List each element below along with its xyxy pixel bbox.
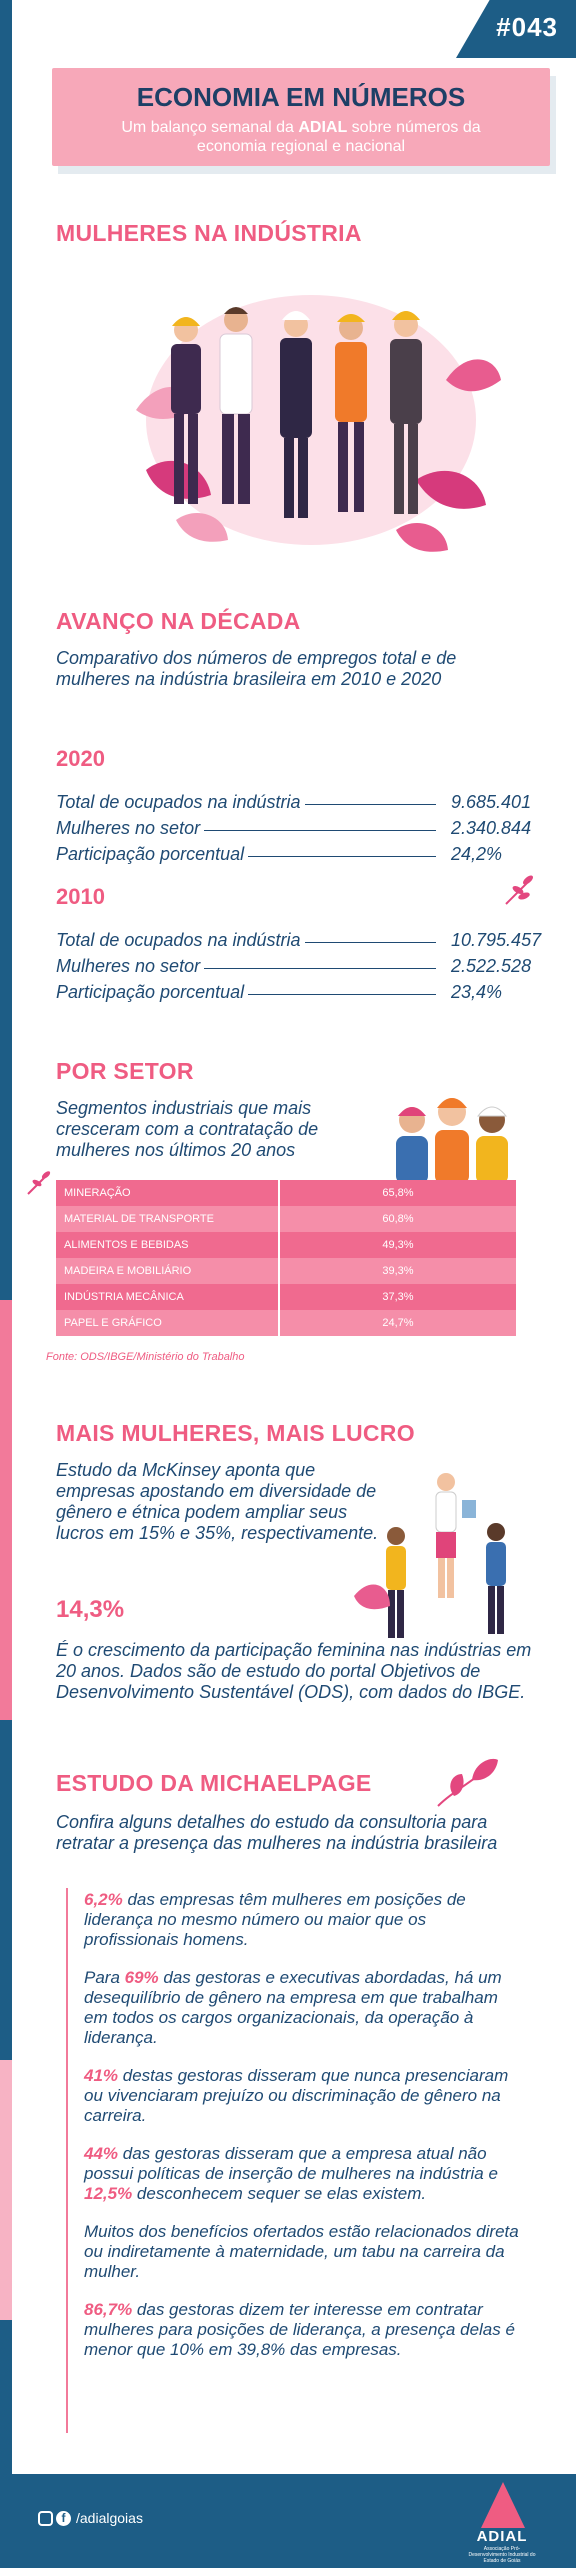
- stat-row: Mulheres no setor 2.340.844: [56, 818, 532, 839]
- adial-logo: ADIAL Associação Pró-Desenvolvimento Ind…: [467, 2482, 537, 2564]
- issue-number: #043: [496, 12, 558, 42]
- header-banner: ECONOMIA EM NÚMEROS Um balanço semanal d…: [52, 68, 550, 166]
- stat-row: Mulheres no setor 2.522.528: [56, 956, 532, 977]
- logo-mark: [481, 2482, 525, 2528]
- bullets-accent-line: [66, 1888, 68, 2433]
- left-accent-bar: [0, 0, 12, 2568]
- leaf-sprig-icon: [27, 1171, 51, 1195]
- stat-row: Participação porcentual 24,2%: [56, 844, 503, 865]
- table-row: PAPEL E GRÁFICO 24,7%: [56, 1310, 516, 1336]
- workers-group-illustration: [396, 1098, 508, 1184]
- sector-table: MINERAÇÃO 65,8% MATERIAL DE TRANSPORTE 60,…: [56, 1180, 516, 1336]
- logo-subtext: Associação Pró-Desenvolvimento Industria…: [468, 2546, 536, 2564]
- table-row: INDÚSTRIA MECÂNICA 37,3%: [56, 1284, 516, 1310]
- worker-5: [390, 311, 422, 514]
- table-row: ALIMENTOS E BEBIDAS 49,3%: [56, 1232, 516, 1258]
- hero-title: MULHERES NA INDÚSTRIA: [56, 220, 362, 246]
- list-item: 6,2% das empresas têm mulheres em posiçõ…: [84, 1890, 466, 1949]
- stat-highlight-text: É o crescimento da participação feminina…: [56, 1640, 532, 1702]
- study-title: ESTUDO DA MICHAELPAGE: [56, 1770, 372, 1796]
- decade-title: AVANÇO NA DÉCADA: [56, 608, 301, 634]
- table-source: Fonte: ODS/IBGE/Ministério do Trabalho: [46, 1351, 245, 1363]
- sector-title: POR SETOR: [56, 1058, 194, 1084]
- year-2020: 2020: [56, 746, 105, 771]
- profit-title: MAIS MULHERES, MAIS LUCRO: [56, 1420, 415, 1446]
- leaf-icon: [396, 522, 448, 552]
- leaf-sprig-icon: [437, 1758, 498, 1807]
- sector-subtitle: Segmentos industriais que mais cresceram…: [56, 1098, 319, 1160]
- list-item: 41% destas gestoras disseram que nunca p…: [84, 2066, 509, 2125]
- leaf-icon: [176, 512, 228, 542]
- stat-highlight: 14,3%: [56, 1596, 125, 1623]
- stat-row: Total de ocupados na indústria 10.795.457: [56, 930, 542, 951]
- list-item: 44% das gestoras disseram que a empresa …: [84, 2144, 498, 2203]
- table-row: MINERAÇÃO 65,8%: [56, 1180, 516, 1206]
- facebook-icon[interactable]: f: [56, 2511, 71, 2526]
- businesswomen-illustration: [354, 1473, 506, 1638]
- list-item: Muitos dos benefícios ofertados estão re…: [84, 2222, 519, 2281]
- study-subtitle: Confira alguns detalhes do estudo da con…: [56, 1812, 498, 1853]
- list-item: Para 69% das gestoras e executivas abord…: [84, 1968, 502, 2047]
- worker-1: [171, 317, 201, 504]
- study-list: 6,2% das empresas têm mulheres em posiçõ…: [84, 1890, 524, 2378]
- logo-text: ADIAL: [476, 2528, 528, 2545]
- list-item: 86,7% das gestoras dizem ter interesse e…: [84, 2300, 515, 2359]
- left-accent-pink: [0, 1300, 12, 1720]
- table-row: MATERIAL DE TRANSPORTE 60,8%: [56, 1206, 516, 1232]
- stat-row: Participação porcentual 23,4%: [56, 982, 503, 1003]
- worker-2: [219, 307, 253, 504]
- worker-4: [335, 314, 367, 512]
- profit-text: Estudo da McKinsey aponta que empresas a…: [56, 1460, 379, 1543]
- table-row: MADEIRA E MOBILIÁRIO 39,3%: [56, 1258, 516, 1284]
- leaf-icon: [416, 470, 486, 509]
- leaf-icon: [446, 359, 501, 392]
- decade-subtitle: Comparativo dos números de empregos tota…: [56, 648, 457, 689]
- leaf-sprig-icon: [505, 875, 533, 905]
- social-handle[interactable]: /adialgoias: [76, 2510, 143, 2526]
- page-subtitle: Um balanço semanal da ADIAL sobre número…: [121, 119, 481, 155]
- instagram-icon[interactable]: [38, 2511, 53, 2526]
- year-2010: 2010: [56, 884, 105, 909]
- left-accent-pink-light: [0, 2060, 12, 2320]
- worker-3: [280, 311, 312, 518]
- footer: f /adialgoias ADIAL Associação Pró-Desen…: [12, 2474, 576, 2568]
- stat-row: Total de ocupados na indústria 9.685.401: [56, 792, 532, 813]
- page-title: ECONOMIA EM NÚMEROS: [136, 82, 466, 112]
- women-workers-illustration: [136, 295, 501, 552]
